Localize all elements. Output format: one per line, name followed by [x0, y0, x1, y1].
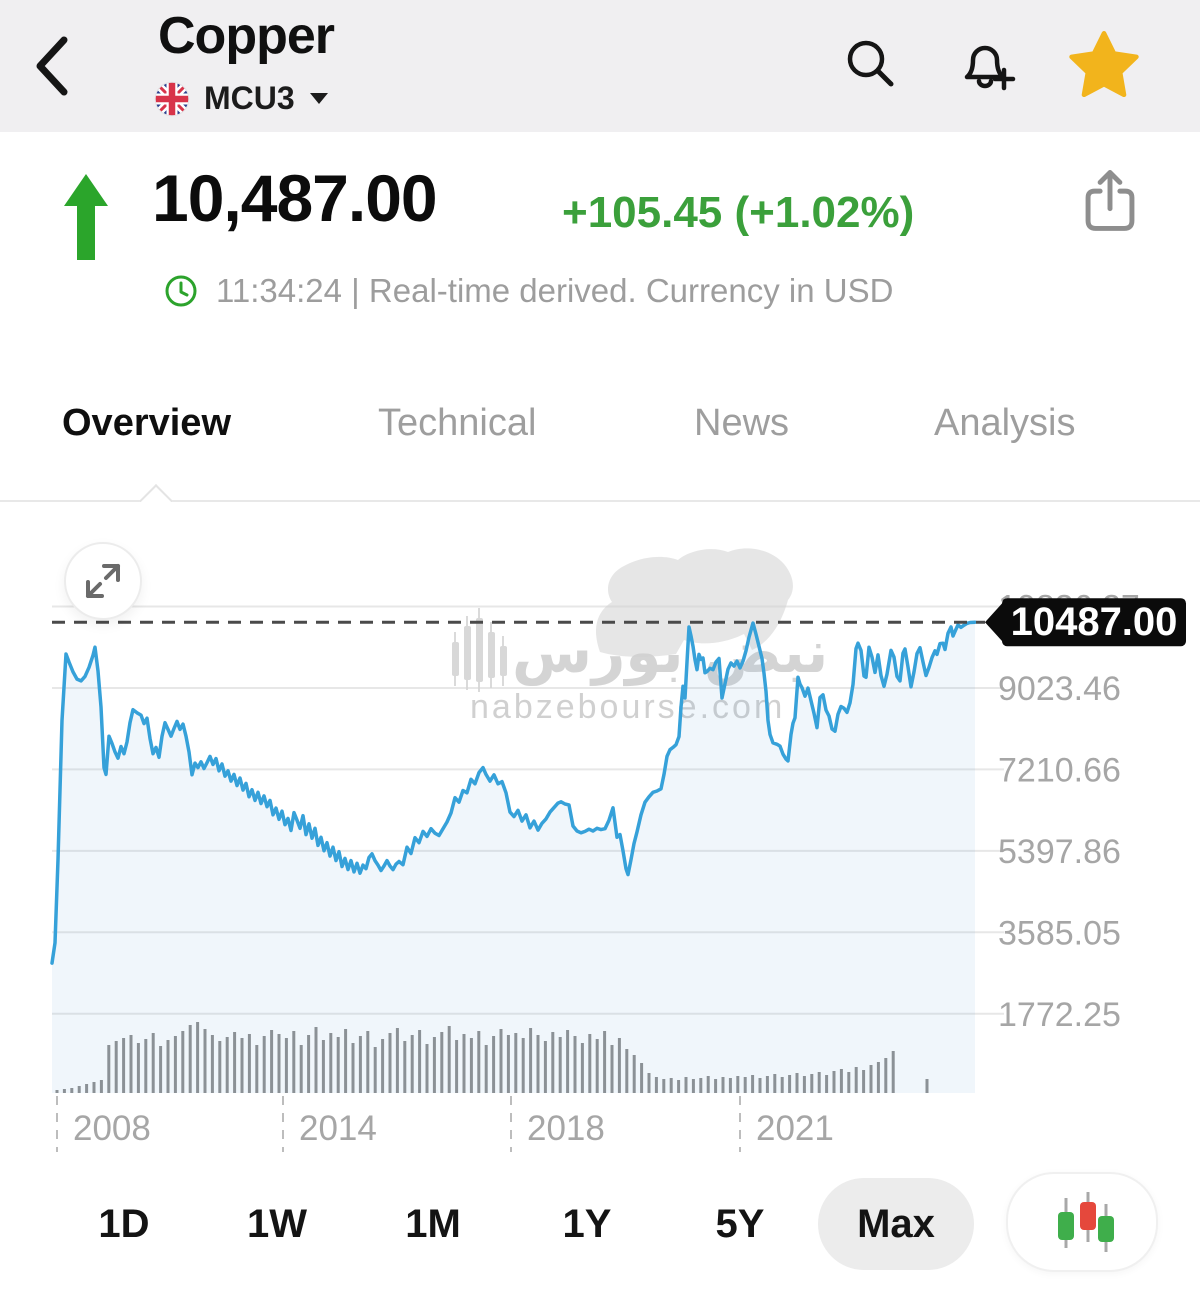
tab-analysis[interactable]: Analysis [934, 346, 1076, 500]
symbol-selector[interactable]: MCU3 [154, 80, 329, 117]
price-chart[interactable]: 10836.279023.467210.665397.863585.051772… [0, 502, 1200, 1162]
price-meta-row: 11:34:24 | Real-time derived. Currency i… [164, 272, 893, 310]
candlestick-chart-icon [1040, 1180, 1124, 1264]
tab-bar: Overview Technical News Analysis [0, 346, 1200, 518]
chart-style-button[interactable] [1006, 1172, 1158, 1272]
search-button[interactable] [834, 28, 906, 100]
range-1w-button[interactable]: 1W [238, 1178, 316, 1270]
favorite-button[interactable] [1068, 28, 1140, 100]
share-icon [1080, 167, 1144, 235]
svg-text:3585.05: 3585.05 [998, 914, 1121, 952]
range-selector: 1D 1W 1M 1Y 5Y Max [0, 1162, 1200, 1307]
current-price-tag: 10487.00 [985, 598, 1186, 647]
svg-text:2008: 2008 [73, 1109, 151, 1148]
last-price: 10,487.00 [152, 161, 438, 235]
tab-news[interactable]: News [694, 346, 789, 500]
chevron-down-icon [309, 92, 329, 106]
expand-chart-button[interactable] [64, 542, 142, 620]
svg-text:9023.46: 9023.46 [998, 670, 1121, 708]
svg-text:نبض بورس: نبض بورس [512, 618, 828, 687]
share-button[interactable] [1080, 166, 1144, 236]
chart-section: 10836.279023.467210.665397.863585.051772… [0, 502, 1200, 1162]
uk-flag-icon [154, 81, 190, 117]
tab-overview[interactable]: Overview [62, 346, 231, 500]
header: Copper MCU3 [0, 0, 1200, 133]
range-5y-button[interactable]: 5Y [702, 1178, 778, 1270]
x-axis-labels: 2008 2014 2018 2021 [56, 1096, 834, 1152]
price-area-fill [52, 622, 975, 1093]
bull-logo-watermark [596, 548, 793, 657]
expand-icon [66, 544, 140, 618]
create-alert-button[interactable] [950, 28, 1022, 100]
search-icon [839, 33, 901, 95]
tab-technical[interactable]: Technical [378, 346, 536, 500]
svg-text:10487.00: 10487.00 [1011, 600, 1178, 644]
star-icon [1069, 31, 1139, 97]
page-title: Copper [158, 7, 335, 65]
price-up-arrow-icon [62, 172, 110, 264]
back-icon [28, 32, 84, 100]
svg-text:nabzebourse.com: nabzebourse.com [470, 688, 785, 726]
price-section: 10,487.00 +105.45 (+1.02%) 11:34:24 | Re… [0, 132, 1200, 346]
volume-bars [55, 1022, 929, 1093]
y-axis-labels: 10836.279023.467210.665397.863585.051772… [998, 589, 1140, 1034]
price-line [50, 620, 977, 965]
symbol-label: MCU3 [204, 80, 295, 116]
range-1m-button[interactable]: 1M [394, 1178, 472, 1270]
price-timestamp: 11:34:24 | Real-time derived. Currency i… [216, 272, 894, 309]
svg-text:5397.86: 5397.86 [998, 833, 1121, 871]
svg-text:2018: 2018 [527, 1109, 605, 1148]
bell-add-icon [953, 31, 1019, 97]
svg-text:2021: 2021 [756, 1109, 834, 1148]
range-max-button[interactable]: Max [818, 1178, 974, 1270]
clock-icon [164, 274, 198, 308]
back-button[interactable] [28, 32, 84, 100]
svg-text:2014: 2014 [299, 1109, 377, 1148]
range-1d-button[interactable]: 1D [88, 1178, 160, 1270]
range-1y-button[interactable]: 1Y [550, 1178, 624, 1270]
y-gridlines [52, 605, 1004, 1015]
svg-text:7210.66: 7210.66 [998, 751, 1121, 789]
price-change: +105.45 (+1.02%) [562, 188, 915, 237]
svg-text:1772.25: 1772.25 [998, 996, 1121, 1034]
